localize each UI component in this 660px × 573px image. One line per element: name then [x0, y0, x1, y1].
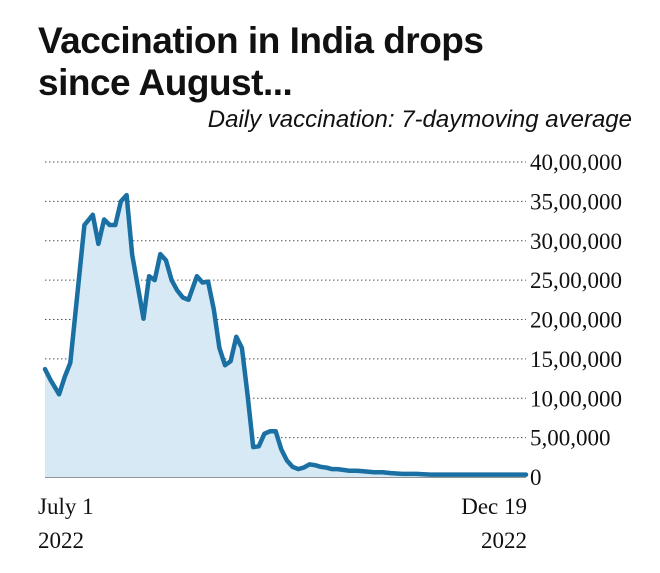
y-tick-labels: 0 5,00,000 10,00,000 15,00,000 20,00,000 25,0…: [530, 150, 622, 490]
y-tick-label: 25,00,000: [530, 268, 622, 293]
area-fill: [45, 195, 526, 477]
y-tick-label: 5,00,000: [530, 426, 611, 451]
y-tick-label: 15,00,000: [530, 347, 622, 372]
x-label-start-year: 2022: [38, 528, 84, 553]
y-tick-label: 10,00,000: [530, 386, 622, 411]
y-tick-label: 35,00,000: [530, 189, 622, 214]
chart-subtitle: Daily vaccination: 7-daymoving average: [207, 106, 632, 133]
chart-title: Vaccination in India drops since August.…: [38, 20, 484, 103]
y-tick-label: 30,00,000: [530, 229, 622, 254]
y-tick-label: 0: [530, 465, 542, 490]
x-label-end-date: Dec 19: [461, 494, 527, 519]
x-label-start: July 1 2022: [38, 490, 94, 558]
y-tick-label: 20,00,000: [530, 308, 622, 333]
x-label-start-date: July 1: [38, 494, 94, 519]
x-label-end-year: 2022: [481, 528, 527, 553]
series-line: [42, 192, 529, 477]
y-tick-label: 40,00,000: [530, 150, 622, 175]
x-label-end: Dec 19 2022: [461, 490, 527, 558]
